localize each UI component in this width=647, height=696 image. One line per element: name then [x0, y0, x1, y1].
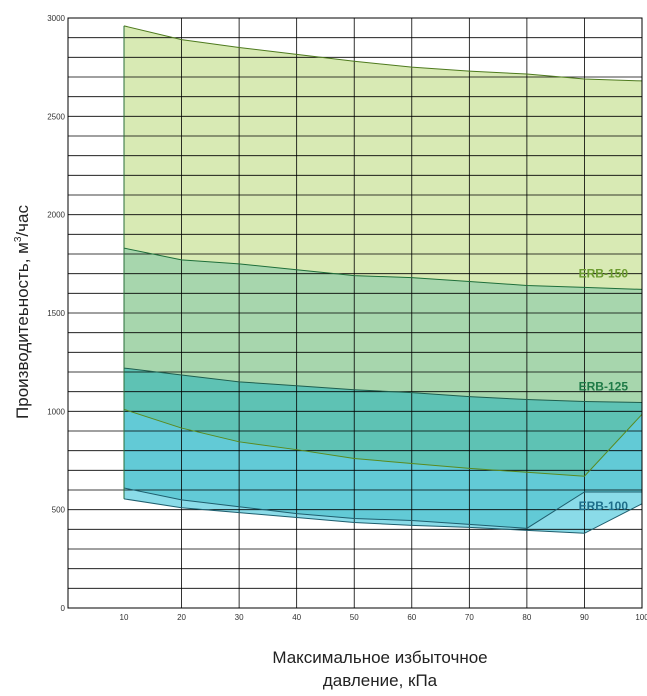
plot-frame — [67, 17, 643, 609]
x-tick-label: 20 — [177, 613, 186, 622]
x-tick-label: 100 — [635, 613, 647, 622]
y-tick-label: 500 — [52, 506, 66, 515]
series-line-1 — [123, 25, 643, 82]
series-areas — [124, 25, 642, 534]
series-area-5 — [124, 488, 642, 534]
y-tick-labels: 0 500 1000 1500 2000 2500 3000 — [47, 14, 65, 613]
x-axis-label-line-2: давление, кПа — [322, 671, 438, 690]
series-line-3 — [123, 367, 643, 403]
grid — [68, 18, 643, 608]
series-line-bottom — [123, 498, 643, 534]
series-area-3 — [124, 368, 642, 477]
x-tick-label: 30 — [235, 613, 244, 622]
x-tick-label: 10 — [120, 613, 129, 622]
series-lines — [123, 25, 643, 534]
series-line-4 — [123, 408, 643, 477]
series-label-erb-100: ERB-100 — [579, 499, 629, 513]
x-axis-label-line-1: Максимальное избыточное — [272, 648, 488, 667]
x-axis-label: Максимальное избыточное давление, кПа — [120, 646, 640, 692]
x-tick-label: 40 — [292, 613, 301, 622]
x-tick-labels: 10 20 30 40 50 60 70 80 90 100 — [120, 613, 647, 622]
series-label-erb-150: ERB-150 — [579, 266, 629, 280]
series-label-erb-125: ERB-125 — [579, 379, 629, 393]
y-tick-label: 1000 — [47, 407, 65, 416]
series-area-4 — [124, 409, 642, 529]
y-axis-label: Производитеьность, м3/час — [13, 205, 32, 419]
series-labels: ERB-150 ERB-125 ERB-100 — [579, 266, 629, 513]
y-tick-label: 2500 — [47, 112, 65, 121]
y-tick-label: 3000 — [47, 14, 65, 23]
y-tick-label: 0 — [61, 604, 66, 613]
series-area-2 — [124, 248, 642, 403]
series-line-2 — [123, 247, 643, 290]
x-tick-label: 90 — [580, 613, 589, 622]
y-tick-label: 2000 — [47, 211, 65, 220]
y-tick-label: 1500 — [47, 309, 65, 318]
axes — [67, 17, 643, 609]
x-tick-label: 70 — [465, 613, 474, 622]
x-tick-label: 50 — [350, 613, 359, 622]
chart: 10 20 30 40 50 60 70 80 90 100 0 500 1000 1500 2000 25… — [13, 14, 647, 622]
series-area-1 — [124, 25, 642, 290]
x-tick-label: 60 — [407, 613, 416, 622]
x-tick-label: 80 — [522, 613, 531, 622]
series-line-5 — [123, 487, 642, 529]
